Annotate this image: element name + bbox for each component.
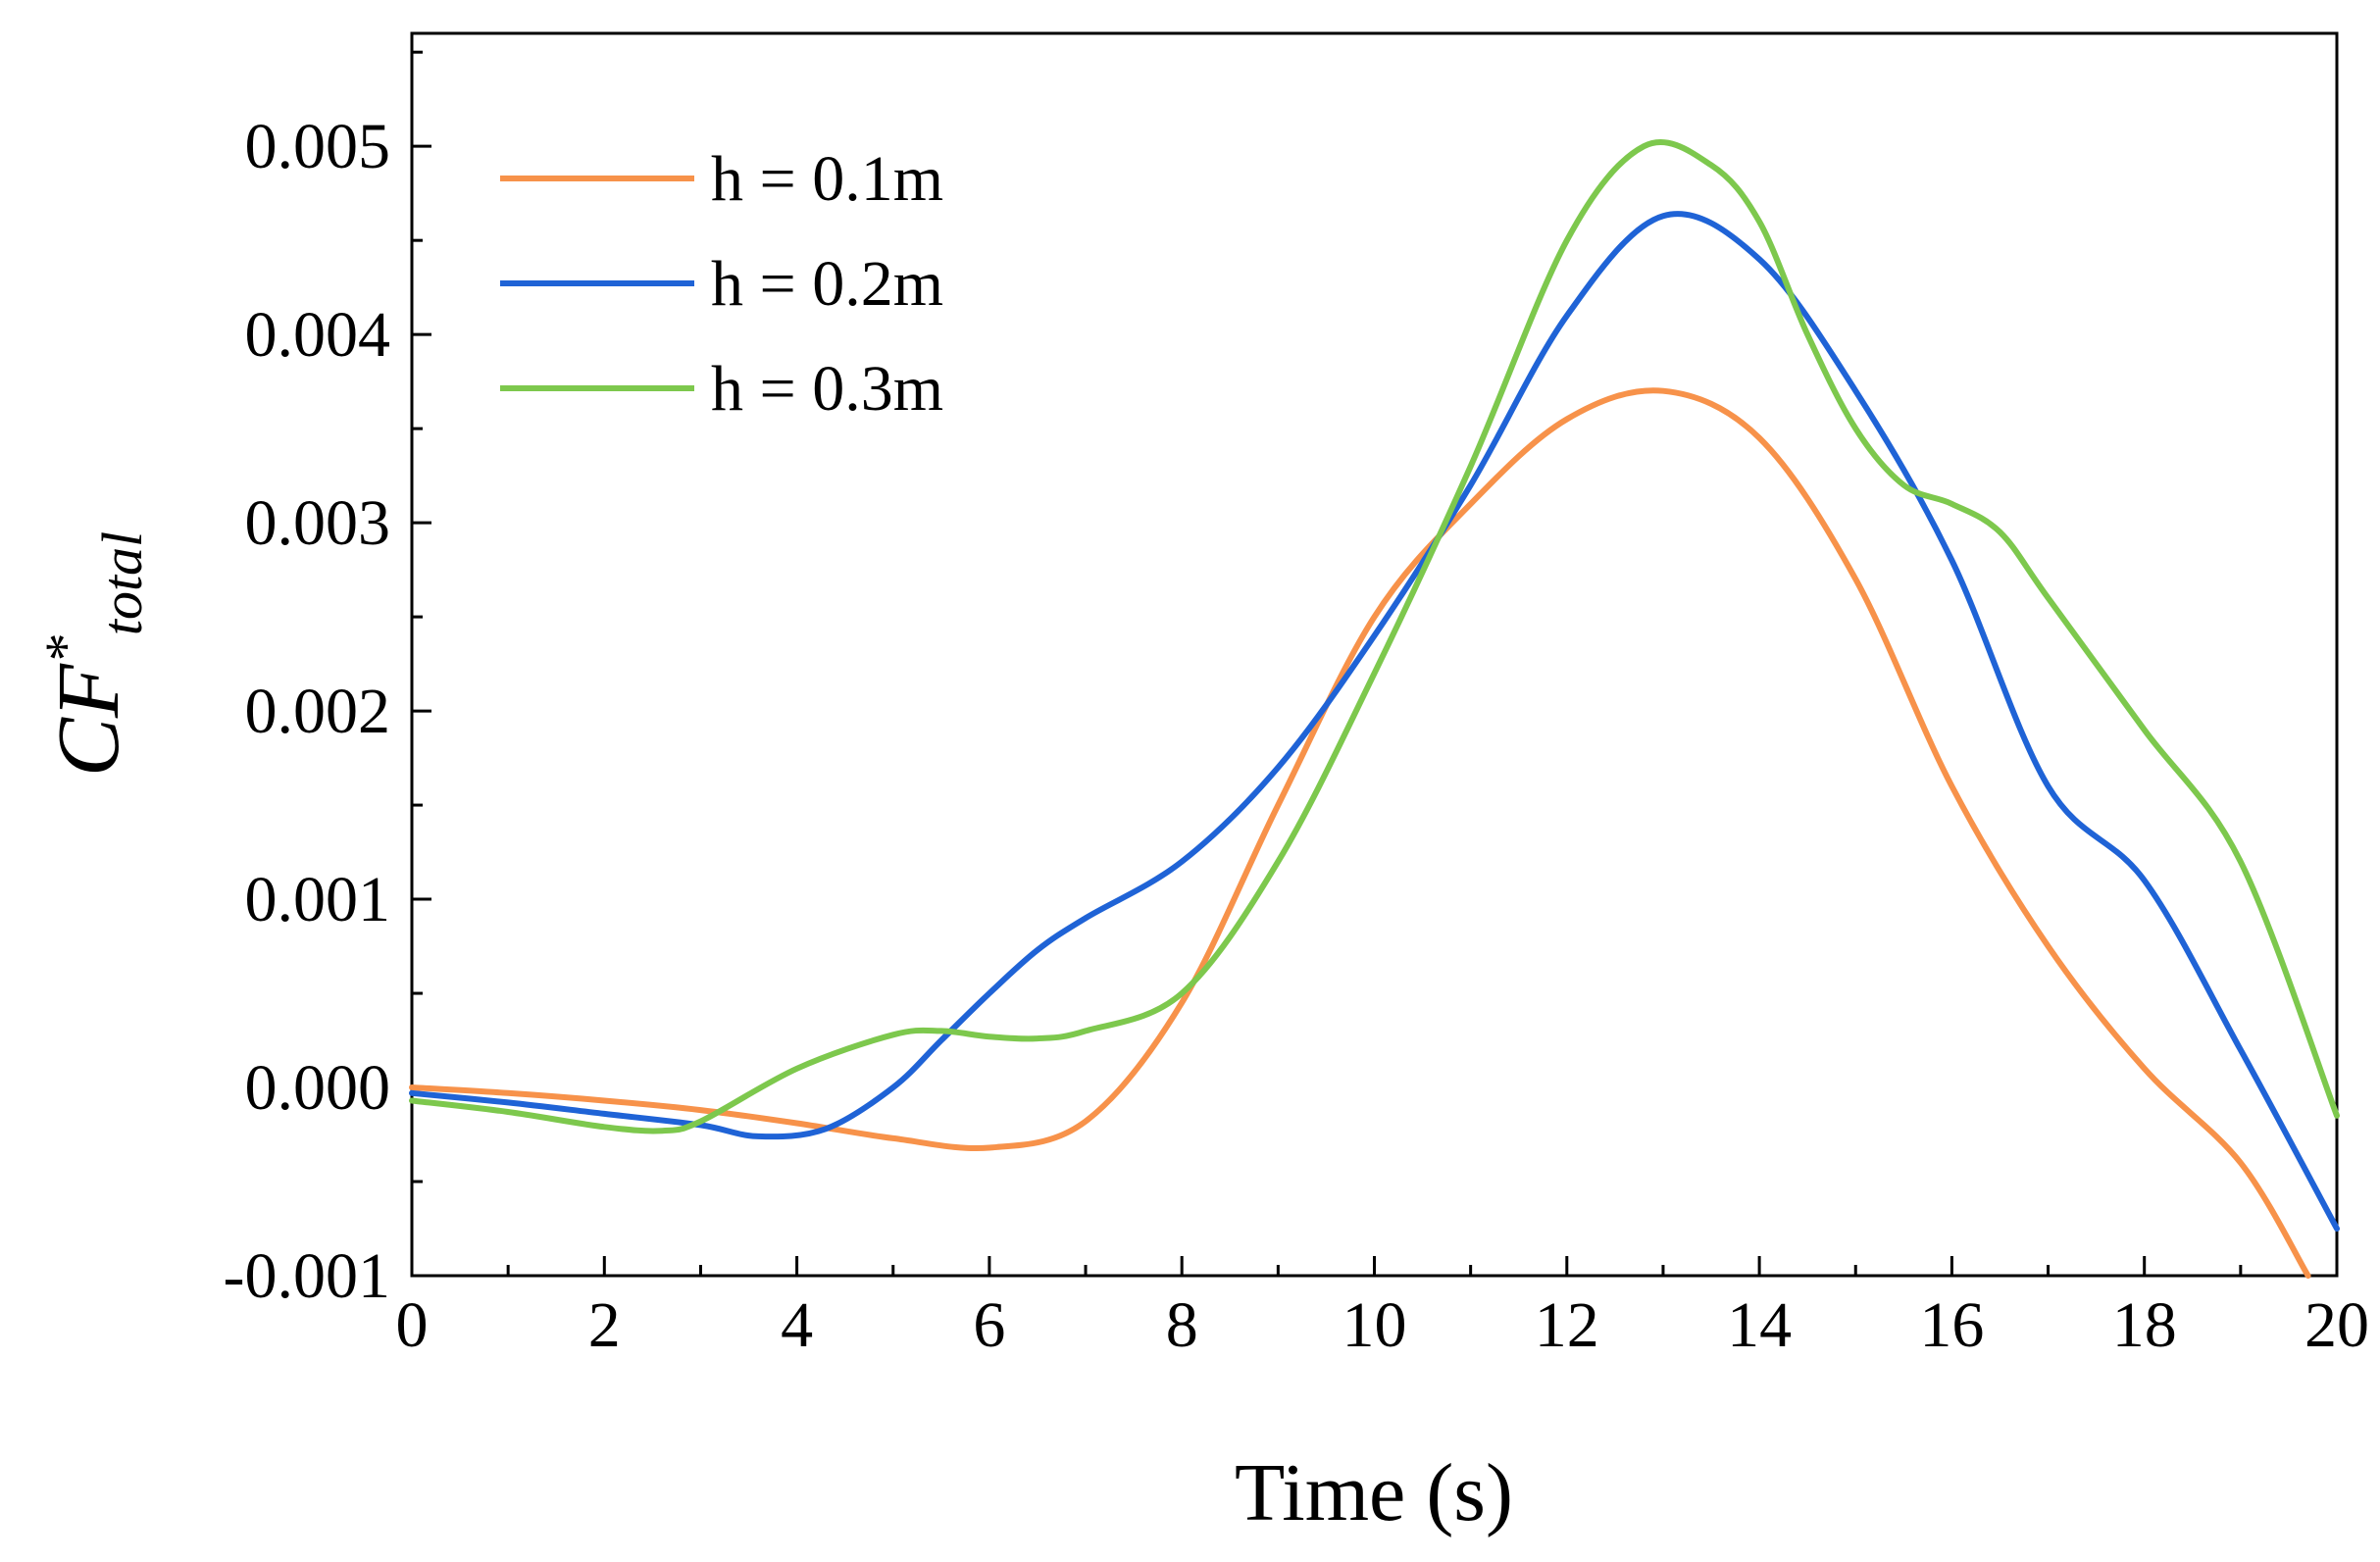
series-line-3 [409, 139, 2340, 1134]
legend: h = 0.1m h = 0.2m h = 0.3m [500, 143, 943, 425]
series-line-1 [409, 387, 2311, 1279]
y-tick-label: 0.002 [245, 676, 391, 747]
y-tick-label: -0.001 [224, 1240, 390, 1312]
y-axis-title-subscript: total [90, 531, 154, 635]
y-tick-label: 0.001 [245, 864, 391, 935]
y-axis: -0.001 0.000 0.001 0.002 0.003 0.004 0.005 [224, 50, 431, 1312]
y-tick-label: 0.000 [245, 1052, 391, 1124]
x-tick-label: 8 [1166, 1289, 1198, 1361]
y-axis-title-main: CF [40, 663, 137, 777]
x-axis-title: Time (s) [1235, 1447, 1513, 1538]
x-tick-label: 14 [1727, 1289, 1792, 1361]
y-tick-label: 0.003 [245, 487, 391, 559]
x-tick-label: 6 [973, 1289, 1005, 1361]
y-axis-title: CF*total [33, 531, 154, 777]
legend-label-1: h = 0.1m [711, 143, 943, 215]
x-tick-label: 4 [781, 1289, 813, 1361]
series-line-2 [409, 211, 2340, 1232]
y-tick-label: 0.004 [245, 299, 391, 371]
x-tick-label: 16 [1919, 1289, 1984, 1361]
series-layer [409, 139, 2340, 1279]
x-tick-label: 20 [2304, 1289, 2369, 1361]
x-tick-label: 0 [396, 1289, 429, 1361]
x-tick-label: 12 [1535, 1289, 1599, 1361]
x-axis: 0 2 4 6 8 10 12 14 16 18 20 [396, 1256, 2369, 1361]
x-tick-label: 10 [1342, 1289, 1407, 1361]
y-tick-label: 0.005 [245, 111, 391, 182]
legend-label-2: h = 0.2m [711, 248, 943, 320]
legend-label-3: h = 0.3m [711, 353, 943, 425]
x-tick-label: 18 [2112, 1289, 2177, 1361]
y-axis-title-superscript: * [33, 635, 97, 664]
x-tick-label: 2 [588, 1289, 621, 1361]
plot-frame [410, 31, 2339, 1278]
